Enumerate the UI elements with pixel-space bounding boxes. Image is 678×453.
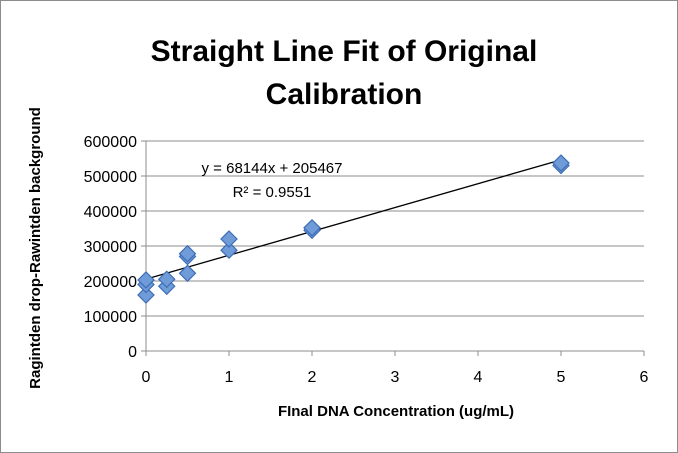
y-tick-label: 600000 bbox=[84, 134, 137, 151]
data-points bbox=[137, 154, 570, 304]
y-tick-label: 100000 bbox=[84, 309, 137, 326]
x-tick-label: 3 bbox=[391, 369, 400, 386]
data-point-diamond bbox=[137, 286, 155, 304]
y-tick-label: 200000 bbox=[84, 274, 137, 291]
y-axis-title: Ragintden drop-Rawintden background bbox=[27, 107, 44, 389]
chart-title-line-1: Straight Line Fit of Original bbox=[151, 35, 538, 68]
y-tick-label: 500000 bbox=[84, 169, 137, 186]
x-tick-label: 6 bbox=[640, 369, 649, 386]
data-point-diamond bbox=[303, 218, 321, 237]
data-point-diamond bbox=[137, 271, 155, 289]
data-point-diamond bbox=[178, 264, 197, 283]
x-tick-label: 0 bbox=[142, 369, 151, 386]
data-point-diamond bbox=[157, 270, 176, 289]
y-tick-label: 300000 bbox=[84, 239, 137, 256]
x-tick-label: 4 bbox=[474, 369, 483, 386]
x-tick-label: 5 bbox=[557, 369, 566, 386]
tick-labels: 0 100000 200000 300000 400000 500000 600000 0 1 2… bbox=[84, 134, 649, 386]
x-tick-label: 2 bbox=[308, 369, 317, 386]
y-tick-label: 0 bbox=[128, 344, 137, 361]
data-point-diamond bbox=[178, 244, 197, 263]
trendline-equation: y = 68144x + 205467 bbox=[202, 160, 343, 177]
chart-title-line-2: Calibration bbox=[266, 78, 423, 111]
data-point-diamond bbox=[220, 241, 238, 260]
x-tick-label: 1 bbox=[225, 369, 234, 386]
y-tick-label: 400000 bbox=[84, 204, 137, 221]
x-axis-title: FInal DNA Concentration (ug/mL) bbox=[278, 403, 514, 420]
trendline-layer bbox=[145, 159, 562, 280]
data-point-diamond bbox=[220, 230, 238, 248]
trendline-r-squared: R² = 0.9551 bbox=[233, 184, 312, 201]
trendline bbox=[145, 159, 562, 280]
data-point-diamond bbox=[552, 154, 570, 172]
